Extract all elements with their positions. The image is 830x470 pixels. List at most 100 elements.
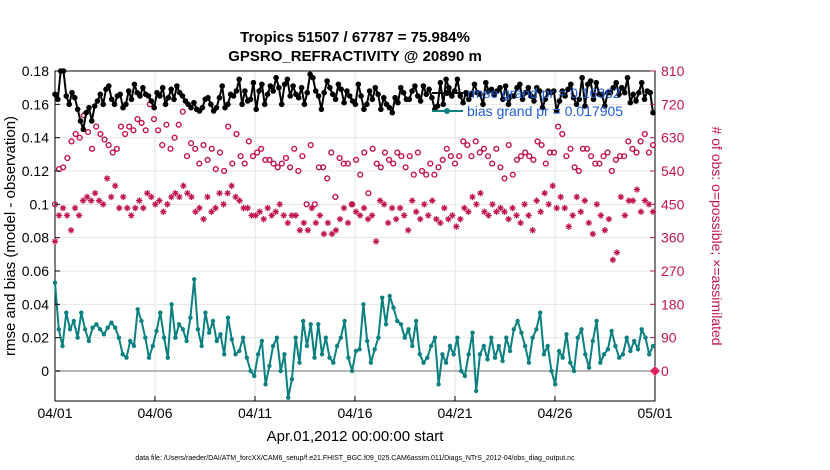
possible-point [221, 167, 228, 175]
series-rmse-point [52, 91, 58, 98]
possible-point [476, 149, 483, 156]
possible-point [381, 149, 389, 156]
series-rmse-point [123, 101, 129, 108]
series-bias-point [361, 302, 366, 307]
series-rmse-point [213, 104, 220, 111]
series-rmse-point [281, 81, 288, 88]
assimilated-point [87, 197, 95, 204]
possible-point [394, 149, 401, 156]
series-bias-point [515, 318, 520, 324]
series-rmse-point [511, 93, 517, 99]
assimilated-point [364, 215, 372, 223]
series-rmse-point [525, 84, 532, 91]
series-bias-point [323, 335, 328, 340]
series-bias-point [97, 327, 103, 332]
series-rmse-point [466, 96, 472, 103]
series-bias-point [395, 318, 400, 324]
assimilated-point [577, 208, 584, 215]
possible-point [472, 138, 479, 145]
possible-point [559, 130, 566, 138]
assimilated-point [248, 212, 255, 219]
assimilated-point [136, 197, 143, 204]
assimilated-point [561, 204, 568, 212]
possible-point [575, 167, 582, 175]
assimilated-point [485, 212, 492, 219]
assimilated-point [593, 201, 601, 208]
series-bias-point [421, 360, 426, 365]
series-rmse-point [553, 108, 560, 114]
possible-point [373, 160, 380, 167]
assimilated-point [184, 190, 191, 197]
series-bias-point [90, 325, 95, 330]
x-tick-label: 04/21 [437, 405, 472, 421]
series-bias-point [583, 352, 588, 357]
assimilated-point [348, 201, 356, 208]
series-bias-point [613, 343, 618, 349]
assimilated-point [284, 219, 291, 227]
assimilated-point [176, 193, 183, 201]
assimilated-point [168, 193, 175, 201]
assimilated-point [501, 208, 508, 215]
series-bias-point [71, 318, 77, 324]
series-bias-point [222, 352, 227, 357]
x-tick-label: 04/26 [537, 405, 572, 421]
possible-point [163, 121, 170, 128]
series-rmse-point [613, 79, 619, 86]
assimilated-point [637, 208, 645, 215]
series-rmse-point [573, 101, 580, 108]
series-rmse-point [199, 104, 206, 111]
series-rmse-point [298, 84, 305, 91]
assimilated-point [71, 204, 79, 212]
possible-point [633, 149, 640, 156]
legend: rmse grand pr = 0.16362 bias grand pr = 0… [432, 85, 623, 119]
possible-point [509, 171, 516, 178]
series-bias-point [64, 310, 69, 315]
assimilated-point [384, 219, 392, 227]
series-bias-point [564, 332, 569, 337]
assimilated-point [509, 204, 516, 212]
series-bias-point [188, 315, 193, 320]
series-bias-point [443, 360, 449, 365]
series-rmse-point [468, 91, 475, 98]
series-bias-point [346, 355, 351, 360]
possible-point [608, 167, 615, 175]
series-rmse-point [267, 83, 274, 89]
series-rmse-point [295, 94, 302, 101]
series-rmse-point [460, 99, 466, 106]
series-bias-point [327, 355, 332, 360]
series-rmse-point [216, 94, 223, 101]
series-rmse-point [74, 106, 81, 113]
series-bias-point [158, 310, 163, 315]
possible-point [229, 160, 236, 167]
assimilated-point [489, 201, 496, 208]
possible-point [134, 115, 141, 123]
assimilated-point [617, 193, 625, 201]
assimilated-point [557, 193, 564, 201]
series-bias-point [342, 318, 347, 324]
series-rmse-point [480, 101, 486, 108]
series-rmse-point [125, 88, 132, 94]
series-rmse-point [576, 96, 583, 103]
series-bias-point [391, 305, 396, 310]
series-rmse-point [355, 81, 362, 88]
possible-point [468, 153, 475, 160]
series-rmse-point [318, 106, 325, 113]
series-possible-markers [51, 101, 657, 208]
series-bias-point [357, 347, 362, 352]
possible-point [188, 140, 195, 147]
possible-point [254, 149, 261, 156]
assimilated-point [324, 219, 332, 227]
chart-title: Tropics 51507 / 67787 = 75.984% [240, 29, 470, 46]
series-rmse-point [97, 91, 104, 98]
series-rmse-point [273, 74, 279, 81]
series-bias-point [598, 360, 603, 365]
series-rmse-point [66, 101, 72, 108]
possible-point [377, 164, 384, 171]
series-rmse-point [542, 96, 549, 103]
assimilated-point [545, 201, 552, 208]
series-bias-point [56, 327, 61, 332]
possible-point [600, 153, 607, 160]
possible-point [113, 145, 121, 152]
assimilated-point [296, 227, 304, 234]
series-rmse-point [165, 94, 172, 101]
